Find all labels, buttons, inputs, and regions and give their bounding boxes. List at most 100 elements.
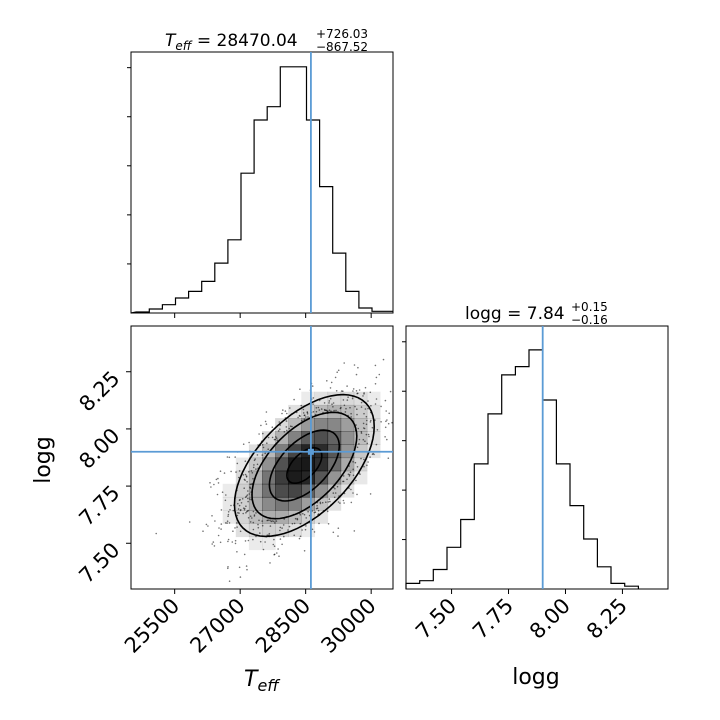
- scatter-point: [278, 421, 281, 423]
- scatter-point: [334, 376, 337, 379]
- scatter-point: [352, 388, 355, 390]
- scatter-point: [376, 429, 379, 431]
- scatter-point: [237, 508, 240, 510]
- scatter-point: [354, 405, 356, 408]
- scatter-point: [353, 364, 356, 366]
- density-cell: [340, 404, 355, 419]
- scatter-point: [332, 531, 335, 534]
- scatter-point: [262, 446, 265, 449]
- scatter-point: [272, 543, 275, 546]
- x-axis-label-logg: logg: [512, 665, 560, 690]
- scatter-point: [299, 415, 301, 418]
- scatter-point: [302, 412, 305, 414]
- scatter-point: [296, 518, 299, 521]
- scatter-point: [373, 453, 375, 456]
- scatter-point: [236, 551, 238, 553]
- scatter-point: [289, 407, 291, 409]
- scatter-point: [283, 535, 285, 538]
- scatter-point: [304, 414, 306, 417]
- logg-ytick-label: 7.50: [74, 538, 124, 588]
- scatter-point: [226, 522, 228, 524]
- scatter-point: [319, 501, 322, 504]
- scatter-point: [305, 517, 308, 519]
- scatter-point: [367, 407, 369, 410]
- scatter-point: [228, 522, 231, 524]
- scatter-point: [356, 466, 359, 468]
- logg-histogram: [405, 349, 639, 589]
- teff-tick-label: 27000: [185, 594, 249, 658]
- scatter-point: [211, 543, 213, 545]
- scatter-point: [360, 401, 363, 404]
- scatter-point: [350, 412, 352, 415]
- teff-tick-label: 28500: [251, 594, 315, 658]
- scatter-point: [243, 509, 246, 511]
- scatter-point: [276, 439, 279, 442]
- density-cell: [314, 510, 329, 524]
- scatter-point: [251, 517, 253, 519]
- chart-marks: 25500 27000 28500 300007.507.758.008.257.50…: [74, 52, 639, 658]
- scatter-point: [360, 432, 363, 434]
- scatter-point: [284, 410, 287, 412]
- scatter-point: [364, 386, 367, 389]
- scatter-point: [279, 538, 282, 540]
- scatter-point: [315, 507, 318, 510]
- scatter-point: [273, 553, 276, 556]
- scatter-point: [227, 538, 230, 541]
- density-cell: [340, 391, 355, 406]
- logg-title-lower: −0.16: [571, 313, 608, 327]
- scatter-point: [335, 390, 338, 392]
- scatter-point: [355, 479, 357, 482]
- scatter-point: [251, 472, 254, 474]
- scatter-point: [265, 411, 268, 413]
- scatter-point: [236, 522, 238, 524]
- scatter-point: [273, 522, 276, 524]
- scatter-point: [283, 431, 286, 433]
- teff-title-value: 28470.04: [217, 31, 298, 51]
- scatter-point: [228, 580, 231, 582]
- scatter-point: [385, 420, 387, 423]
- scatter-point: [301, 420, 303, 422]
- scatter-point: [356, 413, 358, 416]
- scatter-point: [252, 510, 255, 513]
- scatter-point: [287, 529, 289, 531]
- scatter-point: [248, 471, 250, 473]
- scatter-point: [256, 463, 259, 466]
- scatter-point: [299, 522, 302, 525]
- scatter-point: [367, 433, 370, 436]
- density-cell: [235, 457, 250, 472]
- contour-1: [286, 446, 323, 484]
- scatter-point: [421, 386, 423, 388]
- scatter-point: [267, 448, 270, 451]
- scatter-point: [389, 390, 392, 393]
- scatter-point: [232, 509, 235, 512]
- scatter-point: [216, 493, 219, 496]
- scatter-point: [237, 512, 239, 514]
- scatter-point: [364, 408, 367, 410]
- scatter-point: [342, 475, 345, 477]
- density-cell: [222, 510, 237, 524]
- scatter-point: [326, 380, 328, 382]
- scatter-point: [346, 399, 349, 401]
- density-cell: [275, 483, 289, 498]
- scatter-point: [339, 502, 341, 504]
- scatter-point: [258, 519, 260, 522]
- scatter-point: [414, 408, 416, 410]
- scatter-point: [358, 389, 361, 391]
- scatter-point: [237, 476, 240, 479]
- x-axis-label-teff-main: T: [244, 667, 259, 692]
- scatter-point: [394, 411, 396, 413]
- scatter-point: [291, 425, 293, 428]
- scatter-point: [380, 421, 382, 423]
- scatter-point: [359, 473, 361, 476]
- frame-logg-hist: [405, 325, 669, 590]
- scatter-point: [363, 427, 366, 430]
- scatter-point: [234, 527, 236, 529]
- scatter-point: [328, 498, 331, 500]
- scatter-point: [293, 522, 296, 525]
- scatter-point: [281, 527, 283, 529]
- scatter-point: [370, 419, 372, 422]
- density-cell: [301, 391, 315, 406]
- scatter-point: [248, 498, 251, 500]
- scatter-point: [282, 409, 284, 411]
- scatter-point: [227, 567, 229, 570]
